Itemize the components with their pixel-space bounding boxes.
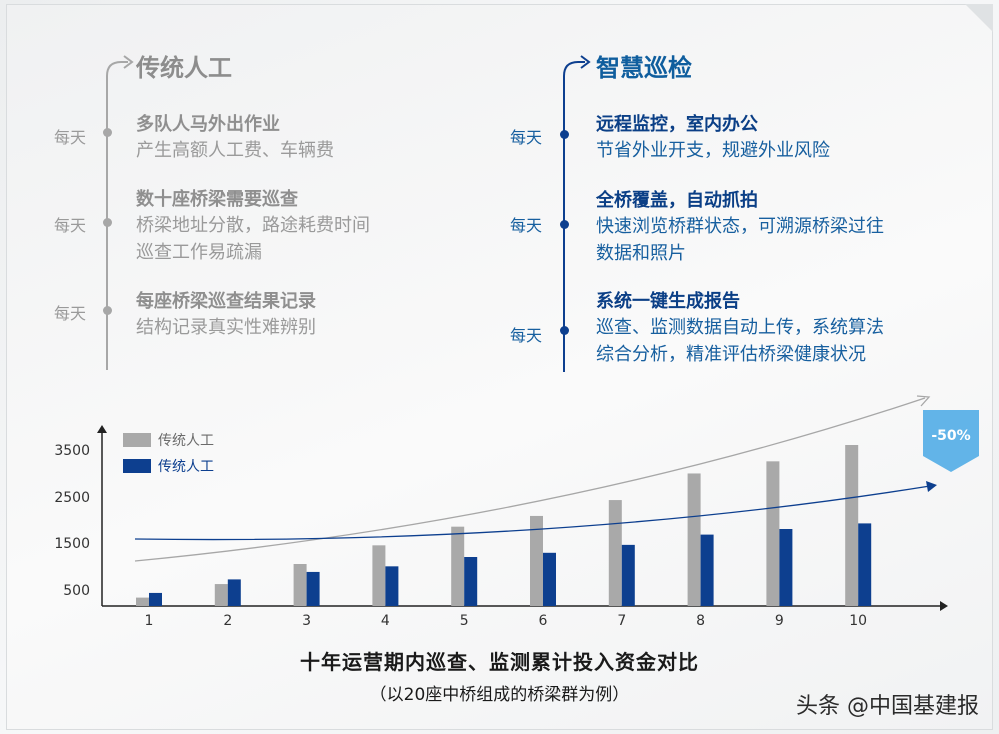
bar-traditional: [608, 500, 622, 606]
chart-title: 十年运营期内巡查、监测累计投入资金对比: [300, 650, 699, 674]
bar-smart: [385, 566, 399, 606]
bar-smart: [464, 557, 478, 606]
right-arrow-head: [580, 55, 591, 69]
x-tick-label: 9: [774, 613, 784, 629]
right-item-line-2b: 数据和照片: [596, 243, 686, 264]
reduction-badge-label: -50%: [931, 428, 971, 444]
right-dot-3: [560, 326, 569, 335]
right-day-label-3: 每天: [510, 326, 543, 345]
slide-frame: [6, 4, 993, 730]
bar-traditional: [451, 526, 465, 606]
right-day-label-1: 每天: [510, 128, 543, 147]
bar-smart: [858, 523, 872, 606]
left-item-line-3a: 结构记录真实性难辨别: [136, 317, 316, 338]
source-watermark: 头条 @中国基建报: [796, 694, 979, 719]
right-timeline-arrow: [563, 61, 585, 372]
right-dot-1: [560, 130, 569, 139]
left-item-line-2a: 桥梁地址分散，路途耗费时间: [136, 215, 370, 236]
right-item-line-3b: 综合分析，精准评估桥梁健康状况: [596, 344, 866, 365]
blue-trend-line: [134, 485, 931, 541]
x-tick-label: 2: [223, 613, 233, 629]
left-item-heading-2: 数十座桥梁需要巡查: [136, 189, 298, 210]
left-arrow-head: [123, 55, 134, 69]
bar-smart: [621, 544, 635, 606]
page-corner-fold: [965, 4, 993, 32]
x-tick-label: 6: [538, 613, 548, 629]
y-tick-label: 500: [63, 583, 90, 599]
left-dot-3: [103, 306, 112, 315]
gray-trend-line: [134, 397, 926, 562]
right-dot-2: [560, 220, 569, 229]
bar-traditional: [372, 545, 386, 606]
bar-smart: [779, 529, 793, 606]
left-item-heading-1: 多队人马外出作业: [136, 114, 280, 135]
left-item-line-2b: 巡查工作易疏漏: [136, 242, 262, 263]
bar-traditional: [293, 564, 307, 606]
smart-title: 智慧巡检: [596, 54, 692, 82]
bar-smart: [543, 552, 556, 606]
x-tick-label: 1: [144, 613, 154, 629]
legend-swatch-gray: [123, 433, 151, 447]
left-dot-1: [103, 128, 112, 137]
bar-smart: [149, 592, 162, 606]
bar-traditional: [687, 473, 701, 606]
right-item-heading-3: 系统一键生成报告: [596, 291, 740, 312]
left-dot-2: [103, 218, 112, 227]
y-axis-arrow: [97, 425, 107, 433]
chart-subtitle: （以20座中桥组成的桥梁群为例）: [369, 685, 630, 705]
bar-traditional: [214, 584, 228, 606]
right-item-line-1a: 节省外业开支，规避外业风险: [596, 140, 830, 161]
right-item-line-2a: 快速浏览桥群状态，可溯源桥梁过往: [596, 216, 884, 237]
bar-traditional: [136, 597, 149, 606]
bar-traditional: [845, 445, 859, 606]
x-tick-label: 4: [380, 613, 390, 629]
left-timeline-arrow: [106, 61, 128, 370]
bar-smart: [306, 571, 320, 606]
x-tick-label: 5: [459, 613, 469, 629]
right-day-label-2: 每天: [510, 216, 543, 235]
right-item-heading-2: 全桥覆盖，自动抓拍: [596, 190, 758, 211]
legend-label-gray: 传统人工: [158, 433, 214, 449]
x-tick-label: 10: [849, 613, 868, 629]
legend-label-blue: 传统人工: [158, 459, 214, 475]
bar-traditional: [766, 461, 780, 606]
left-day-label-3: 每天: [54, 304, 87, 323]
bar-smart: [700, 534, 714, 606]
left-item-heading-3: 每座桥梁巡查结果记录: [136, 291, 316, 312]
left-day-label-1: 每天: [54, 128, 87, 147]
y-tick-label: 2500: [54, 489, 90, 506]
reduction-badge: [923, 410, 979, 472]
left-day-label-2: 每天: [54, 216, 87, 235]
bar-smart: [227, 579, 241, 606]
chart-bars: [136, 445, 872, 606]
trend-arrows: [134, 395, 937, 562]
blue-trend-arrowhead: [926, 481, 937, 492]
x-tick-label: 3: [302, 613, 312, 629]
gray-trend-arrowhead: [916, 395, 931, 407]
bar-traditional: [530, 515, 543, 606]
x-tick-label: 8: [696, 613, 706, 629]
traditional-title: 传统人工: [136, 54, 232, 82]
y-tick-label: 3500: [54, 443, 90, 459]
y-tick-label: 1500: [54, 536, 90, 553]
legend-swatch-blue: [123, 459, 151, 473]
x-tick-label: 7: [617, 613, 627, 629]
chart-axes: [97, 425, 948, 611]
left-item-line-1a: 产生高额人工费、车辆费: [136, 140, 334, 161]
right-item-heading-1: 远程监控，室内办公: [596, 114, 758, 135]
right-item-line-3a: 巡查、监测数据自动上传，系统算法: [596, 317, 884, 338]
x-axis-arrow: [940, 601, 948, 611]
